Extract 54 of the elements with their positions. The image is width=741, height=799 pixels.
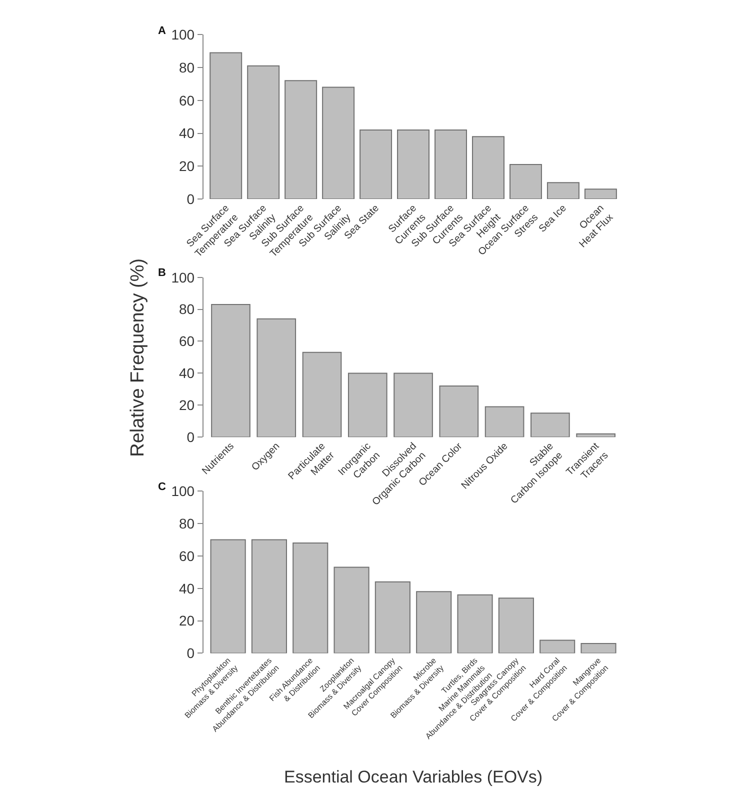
bar xyxy=(457,594,493,654)
x-axis-title: Essential Ocean Variables (EOVs) xyxy=(284,767,543,786)
bar xyxy=(584,188,617,200)
y-tick-label: 20 xyxy=(178,612,195,629)
y-tick-label: 100 xyxy=(171,26,195,43)
bar xyxy=(374,581,410,654)
bar xyxy=(439,385,479,438)
y-tick-label: 80 xyxy=(178,515,195,532)
bar xyxy=(416,591,452,654)
bar xyxy=(498,598,534,654)
x-tick-label: Sea Ice xyxy=(537,202,570,235)
bar xyxy=(530,412,570,438)
bar xyxy=(292,542,328,654)
y-tick-label: 100 xyxy=(171,483,195,500)
y-tick-label: 0 xyxy=(186,428,195,445)
bar xyxy=(540,640,576,654)
y-tick-label: 0 xyxy=(186,645,195,662)
bar xyxy=(576,433,616,438)
bar xyxy=(394,372,433,438)
bar xyxy=(397,129,430,200)
chart-title: B xyxy=(158,267,166,279)
bar xyxy=(509,164,542,200)
bar xyxy=(484,406,524,438)
bar xyxy=(546,182,580,200)
y-tick-label: 100 xyxy=(171,269,195,286)
y-tick-label: 40 xyxy=(178,580,195,596)
bar xyxy=(256,318,296,438)
bar xyxy=(360,129,392,200)
y-tick-label: 20 xyxy=(178,397,195,414)
y-tick-label: 20 xyxy=(178,158,195,174)
bar xyxy=(580,642,616,654)
bar xyxy=(434,129,467,200)
bar xyxy=(210,52,242,200)
y-tick-label: 60 xyxy=(178,333,195,350)
bar xyxy=(247,65,280,200)
bar xyxy=(322,86,355,200)
chart-title: C xyxy=(158,481,166,493)
bar xyxy=(210,539,246,654)
y-axis-title: Relative Frequency (%) xyxy=(127,258,148,457)
bar xyxy=(334,566,370,654)
y-tick-label: 0 xyxy=(186,190,195,207)
bar xyxy=(348,372,388,438)
chart-title: A xyxy=(158,25,166,37)
y-tick-label: 60 xyxy=(178,548,195,564)
y-tick-label: 40 xyxy=(178,365,195,382)
bar xyxy=(284,80,318,200)
y-tick-label: 60 xyxy=(178,92,195,108)
y-tick-label: 80 xyxy=(178,301,195,318)
y-tick-label: 80 xyxy=(178,59,195,76)
bar xyxy=(472,136,504,200)
bar xyxy=(251,539,287,654)
bar xyxy=(302,352,342,438)
bar xyxy=(211,304,250,438)
y-tick-label: 40 xyxy=(178,125,195,142)
